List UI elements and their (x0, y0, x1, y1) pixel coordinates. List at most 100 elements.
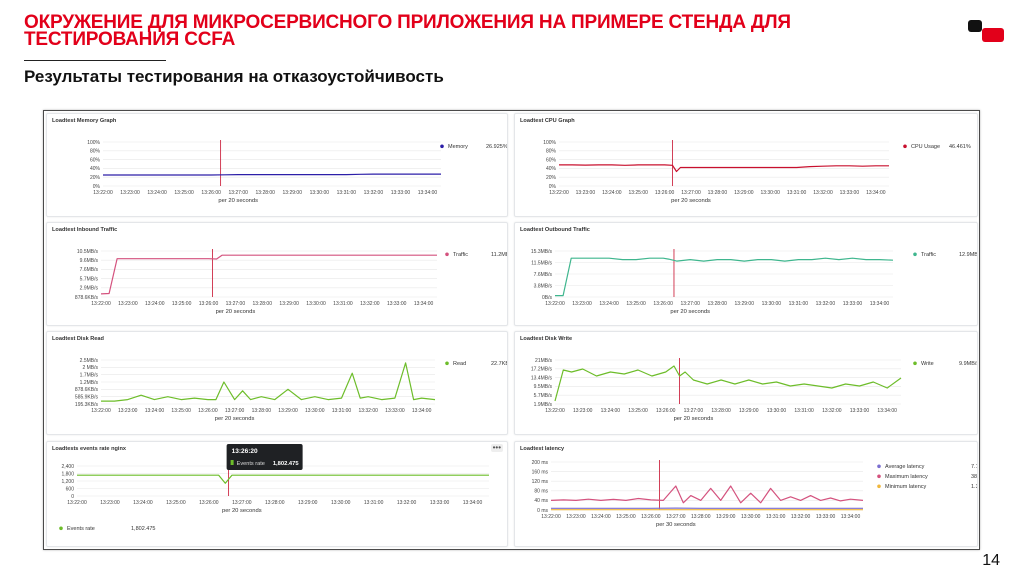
x-tick-label: 13:26:00 (201, 190, 221, 196)
slide-subtitle: Результаты тестирования на отказоустойчи… (24, 67, 444, 86)
legend-series-name: Maximum latency (885, 474, 928, 480)
panel-cpu: Loadtest CPU Graph 100% 80% 60% 40% 20% 0% 13:… (514, 113, 978, 217)
legend-series-value: 1.324 ms (971, 484, 977, 490)
chart-outbound: 15.3MB/s 11.5MB/s 7.6MB/s 3.8MB/s 0B/s13:22:… (531, 249, 977, 315)
x-tick-label: 13:30:00 (305, 408, 325, 414)
x-tick-label: 13:33:00 (843, 301, 863, 307)
x-tick-label: 13:30:00 (741, 514, 761, 520)
y-tick-label: 80% (546, 149, 557, 155)
legend-swatch (445, 361, 449, 366)
legend-series-value: 38.789 ms (971, 474, 977, 480)
x-tick-label: 13:23:00 (118, 301, 138, 307)
y-tick-label: 17.2MB/s (531, 367, 553, 373)
x-tick-label: 13:27:00 (232, 500, 252, 506)
x-tick-label: 13:29:00 (735, 301, 755, 307)
x-tick-label: 13:23:00 (566, 514, 586, 520)
x-tick-label: 13:24:00 (599, 301, 619, 307)
x-tick-label: 13:25:00 (172, 301, 192, 307)
panel-menu-button[interactable]: ••• (490, 443, 503, 452)
x-tick-label: 13:22:00 (545, 408, 565, 414)
y-tick-label: 0 ms (537, 508, 548, 514)
x-tick-label: 13:22:00 (541, 514, 561, 520)
dashboard-screenshot: Loadtest Memory Graph 100% 80% 60% 40% 20% 0%… (43, 110, 980, 550)
legend-series-name: Read (453, 361, 466, 367)
legend-series-value: 22.7KB/s (491, 361, 507, 367)
legend-series-name: Traffic (453, 252, 468, 258)
x-tick-label: 13:22:00 (91, 301, 111, 307)
x-tick-label: 13:34:00 (841, 514, 861, 520)
company-logo-icon (968, 20, 1004, 42)
y-tick-label: 40 ms (534, 498, 548, 504)
x-tick-label: 13:24:00 (145, 301, 165, 307)
panel-title: Loadtest Memory Graph (52, 118, 117, 124)
y-tick-label: 80 ms (534, 489, 548, 495)
tooltip-value: 1,802.475 (273, 461, 300, 467)
x-tick-label: 13:24:00 (601, 408, 621, 414)
y-tick-label: 0% (549, 184, 557, 190)
y-tick-label: 11.5MB/s (531, 260, 552, 266)
y-tick-label: 120 ms (532, 479, 549, 485)
chart-memory: 100% 80% 60% 40% 20% 0%13:22:00 13:23:00 13:24:… (87, 140, 507, 204)
y-tick-label: 1,200 (61, 479, 74, 485)
tooltip-label: Events rate (237, 461, 265, 467)
title-underline (24, 60, 166, 61)
panel-title: Loadtest latency (520, 446, 565, 452)
legend-series-name: Traffic (921, 252, 936, 258)
x-tick-label: 13:26:00 (653, 301, 673, 307)
x-tick-label: 13:33:00 (840, 190, 860, 196)
tooltip-box (226, 444, 303, 470)
x-tick-label: 13:31:00 (789, 301, 809, 307)
x-tick-label: 13:22:00 (93, 190, 113, 196)
panel-events-rate: Loadtests events rate nginx ••• 2,400 1,8… (46, 441, 508, 547)
x-tick-label: 13:34:00 (870, 301, 890, 307)
legend-series-value: 9.9MB/s (959, 361, 977, 367)
x-tick-label: 13:30:00 (767, 408, 787, 414)
y-tick-label: 60% (546, 157, 557, 163)
chart-disk-write: 21MB/s 17.2MB/s 13.4MB/s 9.5MB/s 5.7MB/s 1.9M… (531, 358, 977, 422)
x-axis-label: per 20 seconds (674, 416, 714, 422)
x-tick-label: 13:34:00 (463, 500, 483, 506)
series-line-cpu-0 (559, 164, 889, 173)
panel-title: Loadtest Inbound Traffic (52, 227, 118, 233)
y-tick-label: 21MB/s (535, 358, 552, 364)
panel-title: Loadtest CPU Graph (520, 118, 575, 124)
y-tick-label: 2 MB/s (82, 365, 98, 371)
x-tick-label: 13:30:00 (760, 190, 780, 196)
tooltip-swatch (230, 460, 234, 465)
y-tick-label: 20% (546, 175, 557, 181)
panel-title: Loadtests events rate nginx (52, 446, 126, 452)
series-line-disk-read-0 (101, 362, 436, 402)
x-tick-label: 13:33:00 (387, 301, 407, 307)
y-tick-label: 20% (90, 175, 101, 181)
chart-inbound: 10.5MB/s 9.6MB/s 7.6MB/s 5.7MB/s 2.9MB/s 878.… (75, 249, 507, 315)
legend-series-name: Events rate (67, 526, 95, 532)
x-tick-label: 13:26:00 (199, 301, 219, 307)
x-tick-label: 13:31:00 (766, 514, 786, 520)
panel-title: Loadtest Outbound Traffic (520, 227, 590, 233)
x-tick-label: 13:34:00 (866, 190, 886, 196)
x-tick-label: 13:31:00 (337, 190, 357, 196)
series-line-memory-0 (103, 173, 441, 176)
legend-series-name: CPU Usage (911, 144, 940, 150)
y-tick-label: 15.3MB/s (531, 249, 553, 255)
series-line-events-rate-0 (77, 474, 489, 484)
legend-series-name: Minimum latency (885, 484, 927, 490)
series-line-outbound-0 (555, 257, 894, 297)
y-tick-label: 2.9MB/s (80, 286, 99, 292)
x-tick-label: 13:29:00 (739, 408, 759, 414)
x-tick-label: 13:29:00 (279, 301, 299, 307)
x-tick-label: 13:30:00 (306, 301, 326, 307)
legend-swatch (877, 474, 881, 479)
page-number: 14 (982, 552, 1000, 569)
x-tick-label: 13:23:00 (576, 190, 596, 196)
y-tick-label: 0% (93, 184, 101, 190)
x-axis-label: per 20 seconds (215, 416, 255, 422)
legend-series-name: Memory (448, 144, 468, 150)
legend-series-name: Average latency (885, 464, 925, 470)
panel-disk-read: Loadtest Disk Read 2.5MB/s 2 MB/s 1.7MB/s 1… (46, 331, 508, 435)
series-line-inbound-0 (100, 254, 437, 295)
y-tick-label: 878.6KB/s (75, 387, 99, 393)
panel-disk-write: Loadtest Disk Write 21MB/s 17.2MB/s 13.4MB… (514, 331, 978, 435)
x-tick-label: 13:31:00 (787, 190, 807, 196)
